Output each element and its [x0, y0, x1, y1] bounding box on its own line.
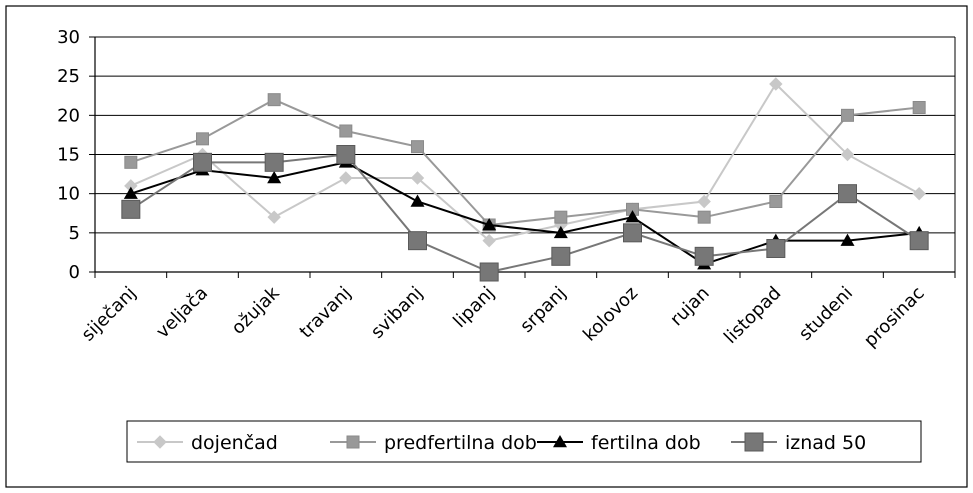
y-tick-label: 25: [57, 66, 80, 87]
y-tick-label: 10: [57, 184, 80, 205]
legend-label: predfertilna dob: [384, 432, 537, 454]
data-point-marker: [193, 152, 212, 172]
data-point-marker: [769, 77, 783, 91]
data-point-marker: [766, 239, 786, 258]
data-point-marker: [153, 435, 167, 449]
series-lines: [121, 77, 929, 282]
y-tick-label: 15: [57, 145, 80, 166]
series-line: [130, 98, 920, 227]
data-point-marker: [697, 194, 711, 209]
data-point-marker: [346, 435, 360, 449]
y-tick-label: 5: [69, 223, 80, 244]
data-point-marker: [196, 132, 209, 146]
data-point-marker: [121, 199, 141, 219]
data-point-marker: [267, 93, 281, 107]
series-2: [124, 93, 926, 232]
y-tick-label: 0: [69, 262, 80, 283]
y-tick-label: 20: [57, 105, 80, 126]
legend-box: [126, 420, 922, 463]
legend-entry: iznad 50: [731, 432, 866, 454]
data-point-marker: [554, 210, 568, 224]
data-point-marker: [339, 171, 353, 185]
data-point-marker: [625, 210, 640, 223]
data-point-marker: [267, 171, 282, 184]
data-point-marker: [410, 194, 425, 207]
data-point-marker: [551, 246, 571, 266]
legend-entry: dojenčad: [137, 432, 278, 454]
data-point-marker: [697, 210, 711, 224]
legend-label: iznad 50: [785, 432, 866, 454]
legend-entry: predfertilna dob: [330, 432, 537, 454]
data-point-marker: [840, 147, 855, 162]
data-point-marker: [479, 262, 499, 282]
data-point-marker: [123, 186, 138, 199]
series-line: [130, 82, 920, 242]
data-point-marker: [841, 108, 854, 122]
grid-lines: [95, 36, 955, 273]
series-line: [130, 161, 920, 266]
data-point-marker: [694, 246, 714, 266]
legend-entry: fertilna dob: [537, 432, 701, 454]
data-point-marker: [264, 152, 284, 172]
data-point-marker: [410, 171, 425, 185]
y-tick-label: 30: [57, 27, 80, 48]
data-point-marker: [336, 145, 356, 164]
data-point-marker: [840, 233, 855, 246]
data-point-marker: [411, 140, 424, 154]
data-point-marker: [482, 233, 496, 248]
series-line: [130, 153, 920, 274]
chart-frame: [5, 5, 968, 488]
data-point-marker: [744, 432, 764, 452]
legend-label: fertilna dob: [591, 432, 701, 454]
data-point-marker: [838, 184, 857, 204]
data-point-marker: [124, 155, 138, 169]
data-point-marker: [553, 435, 567, 448]
data-point-marker: [623, 223, 642, 243]
data-point-marker: [769, 195, 783, 208]
data-point-marker: [339, 124, 353, 138]
data-point-marker: [912, 101, 926, 114]
data-point-marker: [482, 218, 497, 231]
legend: dojenčad predfertilna dob fertilna dob izna…: [126, 420, 922, 463]
legend-label: dojenčad: [191, 432, 278, 454]
data-point-marker: [553, 225, 568, 239]
data-point-marker: [408, 231, 427, 251]
series-4: [121, 145, 929, 282]
data-point-marker: [909, 231, 929, 251]
data-point-marker: [267, 210, 281, 224]
data-point-marker: [912, 186, 926, 201]
